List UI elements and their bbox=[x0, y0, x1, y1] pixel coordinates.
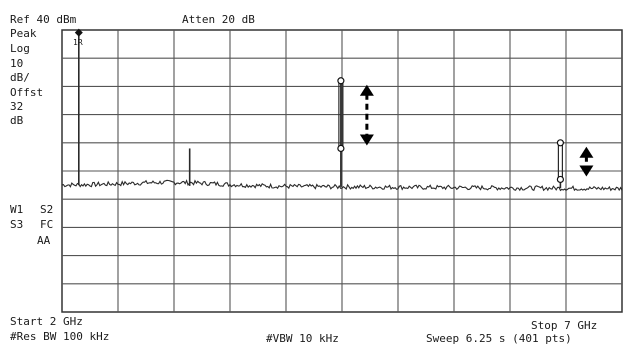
sweep-label: Sweep 6.25 s (401 pts) bbox=[426, 332, 572, 345]
scale-unit-label: dB/ bbox=[10, 71, 30, 84]
measurement-arrow-head-down bbox=[579, 165, 594, 177]
start-frequency-label: Start 2 GHz bbox=[10, 315, 83, 328]
stop-frequency-label: Stop 7 GHz bbox=[531, 319, 598, 332]
marker-label: 1R bbox=[73, 38, 83, 47]
trace-aa-label: AA bbox=[37, 234, 51, 247]
detector-label: Peak bbox=[10, 27, 37, 40]
scale-type-label: Log bbox=[10, 42, 30, 55]
harmonic-bottom-marker bbox=[337, 144, 345, 153]
offset-value-label: 32 bbox=[10, 100, 24, 113]
video-bandwidth-label: #VBW 10 kHz bbox=[266, 332, 339, 345]
resolution-bandwidth-label: #Res BW 100 kHz bbox=[10, 330, 110, 343]
trace-w1-label: W1 bbox=[10, 203, 24, 216]
trace-fc-label: FC bbox=[40, 218, 54, 231]
markers bbox=[74, 28, 594, 184]
offset-unit-label: dB bbox=[10, 114, 24, 127]
marker-diamond bbox=[74, 28, 83, 37]
trace-s2-label: S2 bbox=[40, 203, 54, 216]
harmonic-bottom-marker bbox=[556, 175, 565, 184]
measurement-arrow-head-up bbox=[359, 84, 374, 96]
attenuation-label: Atten 20 dB bbox=[182, 13, 255, 26]
ref-level-label: Ref 40 dBm bbox=[10, 13, 77, 26]
noise-floor-line bbox=[61, 179, 623, 192]
harmonic-top-marker bbox=[556, 139, 565, 147]
harmonic-top-marker bbox=[337, 77, 345, 85]
trace-s3-label: S3 bbox=[10, 218, 24, 231]
offset-label: Offst bbox=[10, 86, 44, 99]
grid bbox=[62, 30, 622, 312]
spectrum-trace bbox=[61, 35, 623, 192]
measurement-arrow-head-up bbox=[579, 146, 594, 158]
measurement-arrow-head-down bbox=[359, 134, 374, 146]
scale-value-label: 10 bbox=[10, 57, 24, 70]
